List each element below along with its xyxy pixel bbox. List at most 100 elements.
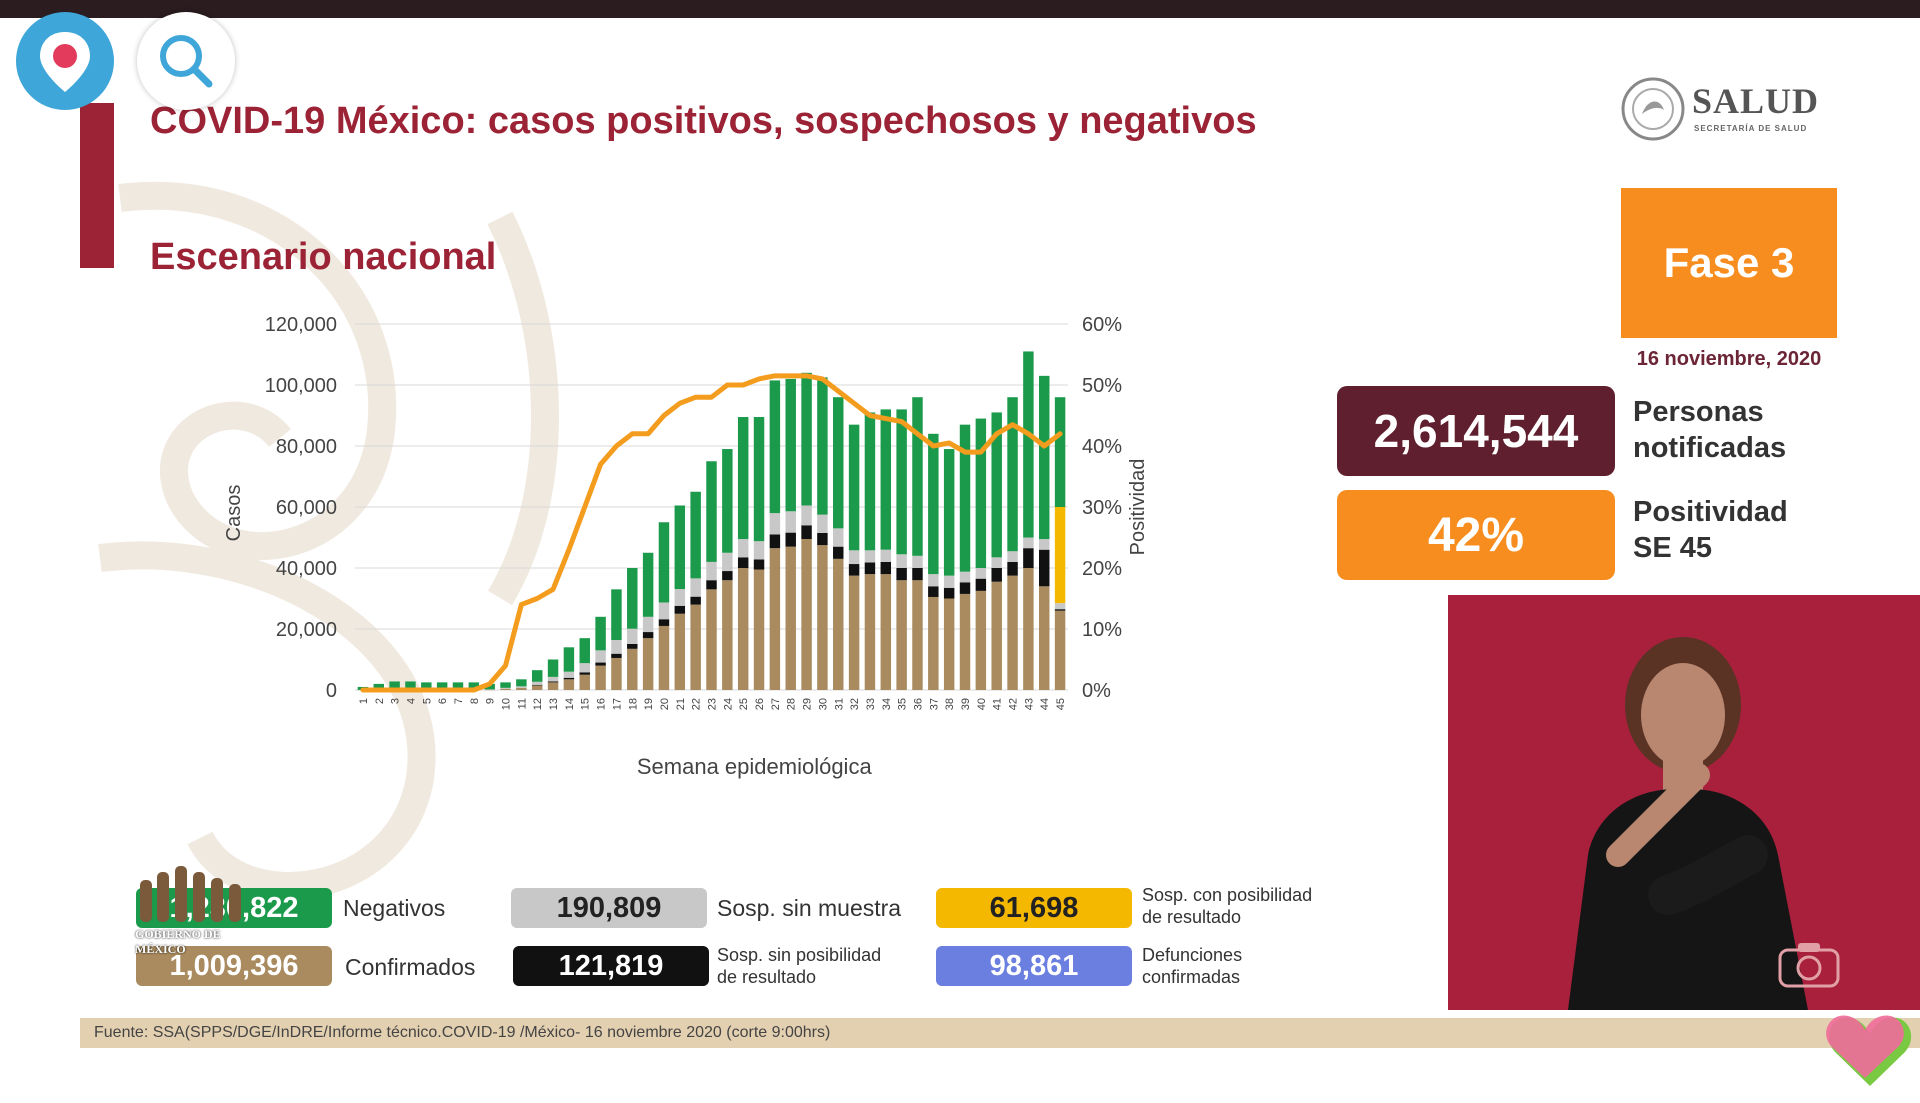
- source-text: Fuente: SSA(SPPS/DGE/InDRE/Informe técni…: [94, 1024, 831, 1041]
- presentation-slide: COVID-19 México: casos positivos, sospec…: [80, 18, 1920, 1048]
- bar-segment: [674, 613, 686, 690]
- bar-segment: [801, 505, 812, 526]
- x-tick-label: 33: [865, 698, 877, 710]
- y2-tick-label: 0%: [1082, 680, 1111, 702]
- x-tick-label: 34: [881, 698, 893, 710]
- bar-segment: [817, 545, 828, 690]
- bar-segment: [753, 541, 765, 560]
- bar-segment: [943, 575, 955, 588]
- x-tick-label: 19: [643, 698, 655, 710]
- y2-tick-label: 20%: [1082, 558, 1122, 580]
- legend-con-posibilidad-label-line1: Sosp. con posibilidad: [1142, 885, 1313, 905]
- bar-segment: [547, 676, 559, 682]
- bar-segment: [753, 417, 765, 542]
- bar-segment: [1054, 609, 1066, 611]
- y-tick-label: 60,000: [276, 497, 337, 519]
- search-icon: [160, 35, 213, 88]
- legend-confirmados-value: 1,009,396: [136, 946, 332, 986]
- gobierno-logo-text: GOBIERNO DE MÉXICO: [135, 927, 221, 956]
- accent-bar: [80, 103, 114, 268]
- bar-segment: [722, 552, 733, 572]
- y2-tick-label: 10%: [1082, 619, 1122, 641]
- bar-segment: [690, 604, 701, 690]
- bar-segment: [547, 682, 559, 690]
- bar-segment: [611, 653, 622, 658]
- bar-segment: [1054, 507, 1066, 604]
- bar-segment: [737, 568, 749, 690]
- bar-segment: [943, 449, 955, 576]
- bar-segment: [436, 682, 448, 690]
- stat-positivity-label-line2: SE 45: [1633, 532, 1712, 564]
- x-tick-label: 42: [1008, 698, 1020, 710]
- bar-segment: [722, 449, 733, 553]
- national-seal-icon: [1621, 77, 1685, 141]
- bar-segment: [928, 596, 939, 690]
- bar-segment: [753, 569, 765, 690]
- legend-sin-posibilidad-label-line1: Sosp. sin posibilidad: [717, 945, 882, 965]
- bar-segment: [848, 575, 860, 690]
- x-tick-label: 44: [1039, 698, 1051, 710]
- bar-segment: [1023, 351, 1034, 538]
- bar-segment: [690, 491, 701, 579]
- report-date: 16 noviembre, 2020: [1636, 348, 1822, 370]
- periscope-pin-icon: [40, 32, 90, 92]
- x-tick-label: 37: [928, 698, 940, 710]
- bar-segment: [579, 672, 590, 675]
- x-tick-label: 10: [501, 698, 513, 710]
- x-tick-label: 22: [691, 698, 703, 710]
- gobierno-logo: GOBIERNO DE MÉXICO: [135, 862, 265, 972]
- x-tick-label: 20: [659, 698, 671, 710]
- bar-segment: [737, 539, 749, 558]
- background-pattern: [98, 181, 559, 900]
- y-tick-label: 120,000: [265, 314, 337, 336]
- x-tick-label: 41: [992, 698, 1004, 710]
- bar-segment: [627, 568, 638, 629]
- bar-segment: [627, 643, 638, 649]
- x-tick-label: 4: [405, 698, 417, 704]
- slide-title: COVID-19 México: casos positivos, sospec…: [150, 100, 1257, 142]
- bar-segment: [563, 679, 575, 690]
- bar-segment: [706, 580, 717, 590]
- x-tick-label: 27: [770, 698, 782, 710]
- bar-segment: [848, 564, 860, 576]
- bar-segment: [928, 586, 939, 597]
- bar-segment: [991, 557, 1002, 568]
- camera-icon[interactable]: [1778, 940, 1840, 988]
- y-tick-label: 40,000: [276, 558, 337, 580]
- bar-segment: [801, 525, 812, 540]
- bar-segment: [896, 554, 907, 568]
- bar-segment: [405, 681, 416, 690]
- bar-segment: [611, 639, 622, 654]
- x-tick-label: 32: [849, 698, 861, 710]
- bar-segment: [864, 412, 876, 551]
- bar-segment: [801, 539, 812, 690]
- y-tick-label: 20,000: [276, 619, 337, 641]
- bar-segment: [1039, 539, 1050, 550]
- bar-segment: [785, 511, 796, 533]
- x-tick-label: 3: [390, 698, 402, 704]
- bar-segment: [658, 602, 670, 620]
- bar-segment: [627, 648, 638, 690]
- bar-segment: [674, 505, 686, 590]
- bar-segment: [880, 409, 892, 550]
- bar-segment: [864, 574, 876, 690]
- bar-segment: [1039, 549, 1050, 587]
- bar-segment: [595, 665, 606, 690]
- search-button[interactable]: [137, 12, 235, 110]
- x-tick-label: 25: [738, 698, 750, 710]
- top-strip: [0, 0, 1920, 18]
- x-tick-label: 13: [548, 698, 560, 710]
- x-tick-label: 24: [722, 698, 734, 710]
- periscope-logo-icon[interactable]: [16, 12, 114, 110]
- bar-segment: [943, 598, 955, 690]
- bar-segment: [516, 687, 527, 690]
- stat-notified-label-line2: notificadas: [1633, 432, 1787, 464]
- x-tick-label: 8: [469, 698, 481, 704]
- legend-con-posibilidad-label: Sosp. con posibilidad de resultado: [1142, 884, 1312, 928]
- heart-icon[interactable]: [1825, 1010, 1915, 1090]
- bar-segment: [373, 683, 384, 690]
- bar-segment: [722, 571, 733, 581]
- bar-segment: [880, 574, 892, 690]
- bar-segment: [547, 681, 559, 683]
- bar-segment: [389, 681, 400, 690]
